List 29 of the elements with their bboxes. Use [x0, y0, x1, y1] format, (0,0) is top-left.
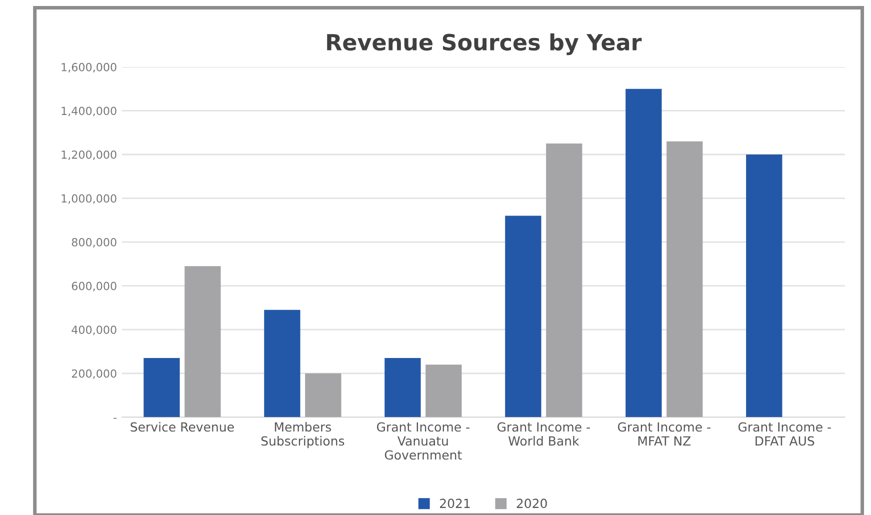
y-tick-label: 400,000	[72, 326, 116, 336]
bar	[305, 373, 342, 418]
y-tick-label: 1,400,000	[62, 106, 116, 116]
legend-label: 2021	[440, 498, 470, 508]
bar	[264, 310, 300, 418]
legend-label: 2020	[516, 498, 547, 508]
y-tick-label: 600,000	[72, 282, 116, 292]
x-tick-label: Grant Income - Vanuatu Government	[376, 422, 470, 460]
bar	[426, 364, 462, 418]
x-tick-label: Service Revenue	[130, 422, 234, 432]
bar	[546, 144, 582, 418]
x-tick-label: Grant Income - DFAT AUS	[738, 422, 831, 446]
y-tick-label: 200,000	[72, 369, 116, 379]
x-tick-label: Grant Income - World Bank	[497, 422, 590, 446]
y-tick-label: -	[114, 418, 117, 419]
bar	[666, 141, 703, 418]
y-tick-label: 1,200,000	[62, 150, 116, 160]
bar	[184, 266, 221, 418]
bar	[746, 154, 782, 418]
y-tick-label: 800,000	[72, 238, 116, 248]
bar	[626, 88, 662, 418]
y-tick-label: 1,000,000	[62, 194, 116, 204]
x-tick-label: Grant Income - MFAT NZ	[618, 422, 710, 446]
x-tick-label: Members Subscriptions	[261, 422, 344, 448]
bar	[384, 358, 421, 418]
y-tick-label: 1,600,000	[62, 62, 116, 72]
chart-title: Revenue Sources by Year	[327, 33, 642, 56]
bar	[144, 358, 180, 418]
bar	[505, 216, 542, 418]
